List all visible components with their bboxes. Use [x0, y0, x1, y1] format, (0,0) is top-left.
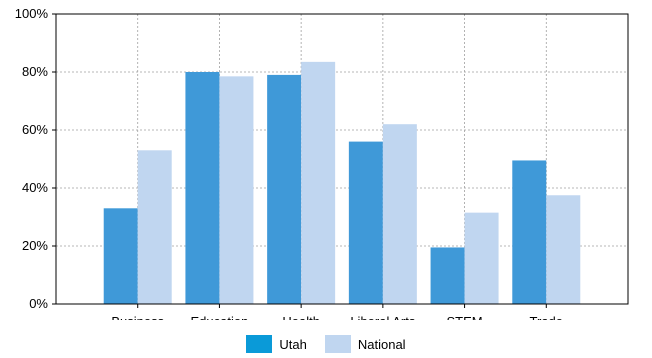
y-tick-label: 80% [22, 64, 48, 79]
y-tick-label: 40% [22, 180, 48, 195]
bar-chart: 0% 20% 40% 60% 80% 100% Business Education Healt… [15, 6, 629, 329]
bar-utah [512, 160, 547, 304]
x-tick-label: Liberal Arts [350, 314, 416, 320]
x-tick-label: STEM [447, 314, 483, 320]
y-tick-label: 60% [22, 122, 48, 137]
bar-utah [348, 141, 383, 304]
x-tick-label: Business [111, 314, 164, 320]
x-tick-label: Trade [530, 314, 563, 320]
x-tick-label: Health [282, 314, 320, 320]
legend-swatch-national [324, 335, 351, 353]
bar-utah [103, 208, 138, 304]
chart-legend: Utah National [0, 333, 652, 355]
bar-national [137, 150, 172, 304]
bar-national [301, 61, 336, 304]
bar-national [464, 212, 499, 304]
bar-utah [267, 74, 302, 305]
bar-national [546, 195, 581, 304]
y-tick-label: 20% [22, 238, 48, 253]
y-tick-label: 100% [15, 6, 49, 21]
x-tick-label: Education [191, 314, 249, 320]
legend-label-national: National [357, 336, 406, 352]
bar-utah [430, 247, 465, 304]
legend-swatch-utah [246, 335, 273, 353]
bar-national [382, 124, 417, 304]
legend-item-national: National [324, 335, 406, 353]
legend-label-utah: Utah [279, 336, 307, 352]
bar-utah [185, 72, 220, 304]
bar-national [219, 76, 254, 304]
plot-frame [55, 13, 629, 305]
legend-item-utah: Utah [246, 335, 307, 353]
y-tick-label: 0% [29, 296, 48, 311]
